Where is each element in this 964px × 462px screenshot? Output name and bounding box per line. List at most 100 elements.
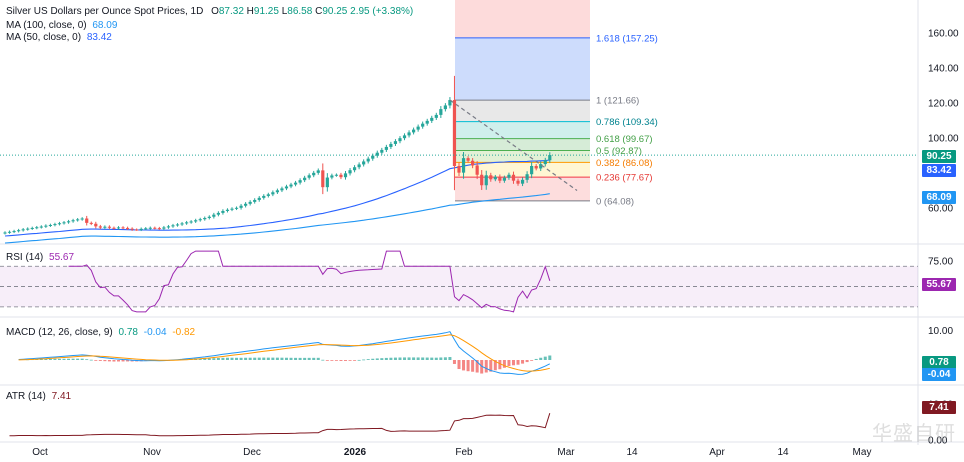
macd-histogram-bar: [126, 360, 130, 362]
macd-histogram-bar: [325, 360, 329, 361]
fib-level-label: 0.236 (77.67): [596, 173, 653, 184]
time-tick-label: Nov: [143, 447, 161, 458]
macd-histogram-bar: [62, 358, 66, 360]
atr-value: 7.41: [51, 391, 72, 402]
macd-histogram-bar: [262, 357, 266, 360]
candle-body: [412, 129, 416, 133]
macd-histogram-bar: [502, 360, 506, 368]
open-label: O: [211, 6, 219, 17]
trend-line: [449, 99, 578, 191]
candle-body: [262, 195, 266, 198]
macd-histogram-bar: [530, 360, 534, 361]
rsi-label: RSI (14): [6, 252, 44, 263]
candle-body: [12, 231, 16, 233]
candle-body: [520, 179, 525, 184]
candle-body: [366, 158, 370, 162]
candle-body: [275, 190, 279, 193]
candle-body: [80, 218, 84, 220]
macd-histogram-bar: [289, 357, 293, 360]
macd-histogram-bar: [203, 358, 207, 360]
macd-histogram-bar: [403, 357, 407, 360]
candle-body: [407, 132, 411, 136]
macd-histogram-bar: [339, 360, 343, 361]
price-tick-label: 120.00: [928, 99, 959, 110]
candle-body: [66, 221, 71, 223]
fib-level-label: 0.618 (99.67): [596, 134, 653, 145]
candle-body: [548, 155, 552, 161]
macd-histogram-bar: [294, 357, 298, 360]
candle-body: [293, 182, 298, 185]
candle-body: [244, 203, 248, 206]
rsi-price-tag: 55.67: [922, 278, 956, 291]
candle-body: [461, 158, 466, 173]
macd-histogram-bar: [371, 358, 375, 360]
candle-body: [53, 224, 57, 226]
candle-body: [307, 175, 311, 178]
fib-zone: [455, 150, 590, 163]
close-label: C: [315, 6, 323, 17]
candle-body: [57, 223, 62, 225]
candle-body: [17, 230, 21, 232]
fib-level-label: 0.786 (109.34): [596, 117, 658, 128]
signal-value: -0.04: [143, 327, 167, 338]
candle-body: [425, 120, 429, 124]
macd-histogram-bar: [407, 357, 411, 360]
price-tick-label: 160.00: [928, 29, 959, 40]
last-price-tag: 90.25: [922, 150, 956, 163]
macd-histogram-bar: [439, 357, 443, 360]
candle-body: [166, 226, 171, 228]
candle-body: [257, 197, 261, 200]
candle-body: [44, 225, 48, 227]
candle-body: [466, 158, 470, 161]
macd-histogram-bar: [548, 355, 552, 360]
candle-body: [116, 227, 121, 229]
candle-body: [530, 166, 534, 175]
price-tick-label: 60.00: [928, 204, 953, 215]
macd-histogram-bar: [443, 357, 447, 360]
price-tick-label: 100.00: [928, 134, 959, 145]
candle-body: [162, 227, 166, 229]
macd-histogram-bar: [493, 360, 497, 371]
candle-body: [253, 199, 257, 202]
fib-level-label: 1 (121.66): [596, 96, 639, 107]
macd-histogram-bar: [244, 357, 248, 360]
candle-body: [189, 221, 193, 223]
candle-body: [198, 219, 202, 221]
price-tick-label: 140.00: [928, 64, 959, 75]
candle-body: [393, 141, 398, 144]
candle-body: [339, 174, 343, 178]
ma50-legend: MA (50, close, 0) 83.42: [6, 32, 112, 44]
ma100-price-tag: 68.09: [922, 191, 956, 204]
rsi-tick-label: 75.00: [928, 257, 953, 268]
macd-histogram-bar: [393, 357, 397, 360]
candle-body: [216, 212, 220, 215]
macd-histogram-bar: [284, 357, 288, 360]
macd-histogram-bar: [98, 360, 102, 361]
macd-histogram-bar: [303, 357, 307, 360]
macd-histogram-bar: [117, 360, 120, 362]
macd-histogram-bar: [334, 360, 338, 361]
candle-body: [375, 152, 379, 156]
candle-body: [71, 220, 75, 222]
candle-body: [312, 172, 316, 176]
macd-price-tag: 0.78: [922, 356, 956, 369]
fib-level-label: 0.382 (86.08): [596, 158, 653, 169]
candle-body: [157, 228, 161, 230]
fib-level-label: 0.5 (92.87): [596, 146, 642, 157]
macd-histogram-bar: [357, 359, 361, 361]
signal-price-tag: -0.04: [922, 368, 956, 381]
macd-histogram-bar: [307, 357, 311, 360]
macd-histogram-bar: [521, 360, 525, 364]
candle-body: [452, 100, 457, 166]
candle-body: [125, 227, 130, 229]
atr-legend: ATR (14) 7.41: [6, 391, 71, 403]
macd-histogram-bar: [398, 357, 402, 360]
candle-body: [3, 232, 7, 234]
macd-histogram-bar: [452, 360, 456, 364]
macd-histogram-bar: [239, 357, 243, 360]
candle-body: [498, 176, 502, 181]
price-legend: Silver US Dollars per Ounce Spot Prices,…: [6, 6, 413, 18]
macd-histogram-bar: [375, 358, 379, 360]
macd-histogram-bar: [130, 360, 134, 362]
